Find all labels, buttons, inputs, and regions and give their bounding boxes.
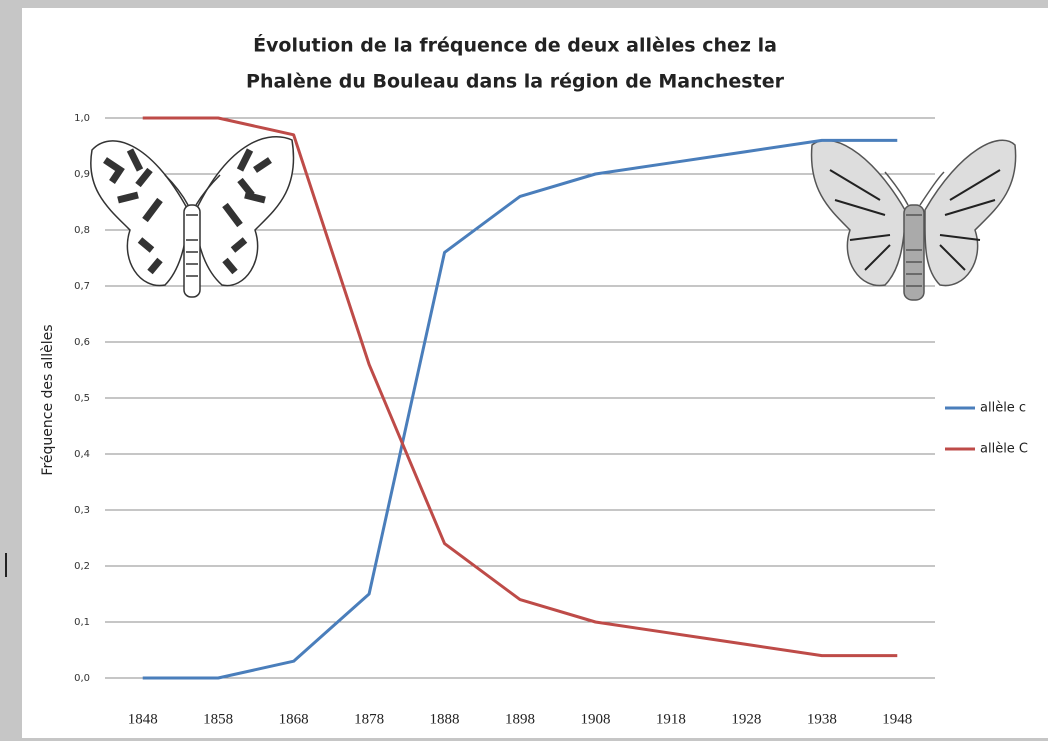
y-tick-label: 0,8 (74, 225, 90, 236)
chart-background (22, 8, 1048, 738)
x-tick-label: 1928 (731, 711, 761, 727)
edge-mark (5, 553, 7, 577)
legend-label: allèle c (980, 401, 1026, 416)
x-tick-label: 1918 (656, 711, 686, 727)
y-tick-label: 0,9 (74, 169, 90, 180)
x-tick-label: 1948 (882, 711, 912, 727)
legend-label: allèle C (980, 442, 1028, 457)
y-tick-label: 0,1 (74, 617, 90, 628)
x-tick-label: 1888 (430, 711, 460, 727)
y-tick-label: 1,0 (74, 113, 90, 124)
y-tick-label: 0,3 (74, 505, 90, 516)
x-tick-label: 1858 (203, 711, 233, 727)
y-axis-label: Fréquence des allèles (40, 324, 56, 475)
moth-dark (90, 136, 295, 298)
chart-title: Phalène du Bouleau dans la région de Man… (246, 71, 785, 93)
x-tick-label: 1898 (505, 711, 535, 727)
y-tick-label: 0,7 (74, 281, 90, 292)
y-tick-label: 0,4 (74, 449, 90, 460)
x-tick-label: 1908 (580, 711, 610, 727)
y-tick-label: 0,0 (74, 673, 90, 684)
moth-light (810, 139, 1017, 301)
y-tick-label: 0,6 (74, 337, 90, 348)
chart-title: Évolution de la fréquence de deux allèle… (253, 34, 777, 57)
x-tick-label: 1868 (279, 711, 309, 727)
series-line (142, 138, 898, 680)
x-tick-label: 1938 (807, 711, 837, 727)
y-tick-label: 0,2 (74, 561, 90, 572)
x-tick-label: 1848 (128, 711, 158, 727)
y-tick-label: 0,5 (74, 393, 90, 404)
series-line (142, 116, 898, 658)
x-tick-label: 1878 (354, 711, 384, 727)
